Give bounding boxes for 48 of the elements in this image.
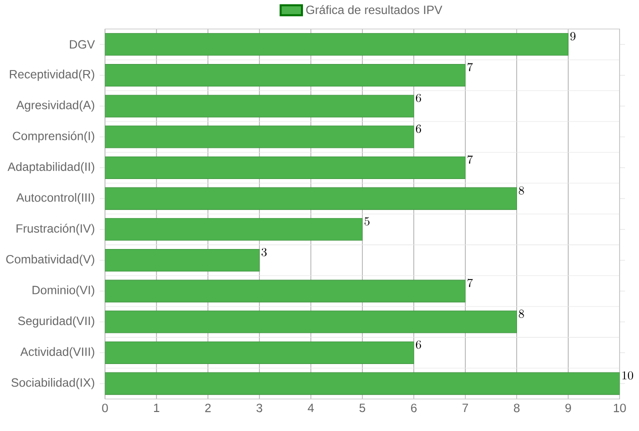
- y-tick-label: Comprensión(I): [12, 131, 94, 143]
- data-label: 8: [518, 186, 524, 195]
- x-tick-label: 9: [565, 404, 571, 412]
- x-tick-label: 6: [411, 404, 417, 412]
- x-tick-label: 5: [359, 404, 366, 412]
- y-tick-label: Actividad(VIII): [20, 347, 94, 358]
- y-tick-label: Receptividad(R): [10, 70, 94, 81]
- x-tick-label: 0: [102, 404, 108, 412]
- bar: [105, 310, 517, 334]
- data-label: 9: [570, 32, 576, 40]
- legend-label: Gráfica de resultados IPV: [306, 5, 442, 14]
- x-tick-label: 4: [308, 404, 314, 412]
- x-tick-label: 10: [614, 404, 626, 412]
- data-label: 6: [416, 94, 422, 102]
- y-tick-label: Frustración(IV): [16, 224, 94, 236]
- data-label: 6: [416, 124, 422, 133]
- data-label: 7: [468, 155, 473, 164]
- bar: [105, 156, 466, 180]
- y-tick-label: Adaptabilidad(II): [8, 162, 94, 174]
- y-tick-label: DGV: [70, 40, 95, 49]
- bar: [105, 248, 260, 272]
- x-tick-label: 1: [154, 404, 160, 412]
- x-tick-label: 8: [514, 404, 520, 412]
- y-tick-label: Dominio(VI): [32, 285, 94, 297]
- y-tick-label: Sociabilidad(IX): [11, 378, 94, 390]
- data-label: 8: [518, 310, 524, 318]
- data-label: 7: [468, 278, 473, 288]
- x-tick-label: 3: [256, 404, 262, 412]
- data-label: 10: [622, 371, 634, 380]
- bar: [105, 187, 517, 210]
- data-label: 3: [262, 248, 267, 256]
- bar: [105, 33, 568, 56]
- data-label: 7: [468, 62, 473, 72]
- data-label: 6: [416, 340, 422, 349]
- x-tick-label: 2: [205, 404, 211, 412]
- bar: [105, 218, 363, 241]
- bar: [105, 126, 414, 148]
- y-tick-label: Seguridad(VII): [18, 316, 94, 328]
- data-label: 5: [364, 217, 370, 226]
- y-tick-label: Combatividad(V): [6, 254, 94, 266]
- x-tick-label: 7: [462, 404, 468, 412]
- bar: [105, 280, 466, 302]
- bar: [105, 372, 620, 395]
- bar: [105, 341, 414, 364]
- y-tick-label: Agresividad(A): [16, 100, 94, 112]
- bar: [105, 94, 414, 118]
- y-tick-label: Autocontrol(III): [16, 192, 94, 204]
- bar: [105, 64, 466, 87]
